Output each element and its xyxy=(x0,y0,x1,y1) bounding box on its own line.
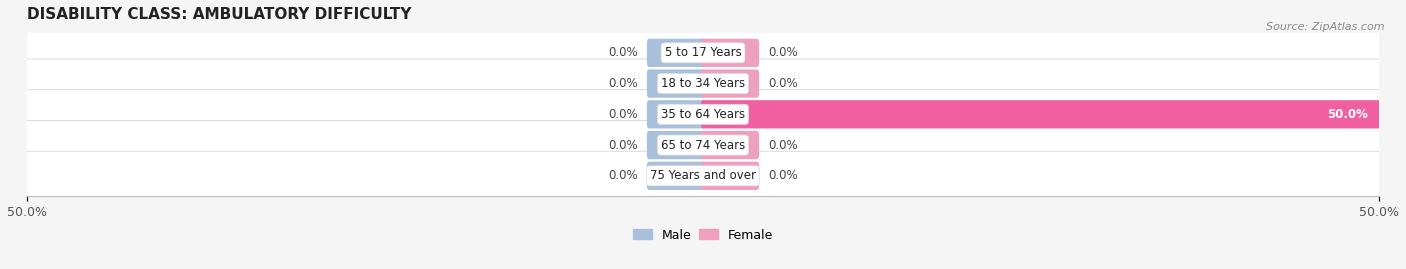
FancyBboxPatch shape xyxy=(702,131,759,159)
FancyBboxPatch shape xyxy=(647,162,704,190)
FancyBboxPatch shape xyxy=(702,69,759,98)
Text: 0.0%: 0.0% xyxy=(609,108,638,121)
Text: 18 to 34 Years: 18 to 34 Years xyxy=(661,77,745,90)
Text: 65 to 74 Years: 65 to 74 Years xyxy=(661,139,745,151)
FancyBboxPatch shape xyxy=(22,90,1384,139)
FancyBboxPatch shape xyxy=(647,69,704,98)
FancyBboxPatch shape xyxy=(702,100,1381,129)
FancyBboxPatch shape xyxy=(702,162,759,190)
Text: 0.0%: 0.0% xyxy=(768,169,797,182)
FancyBboxPatch shape xyxy=(22,121,1384,170)
Text: 0.0%: 0.0% xyxy=(609,46,638,59)
Text: 0.0%: 0.0% xyxy=(609,77,638,90)
FancyBboxPatch shape xyxy=(22,151,1384,200)
Text: 0.0%: 0.0% xyxy=(609,169,638,182)
Text: 0.0%: 0.0% xyxy=(609,139,638,151)
Text: 5 to 17 Years: 5 to 17 Years xyxy=(665,46,741,59)
FancyBboxPatch shape xyxy=(22,59,1384,108)
Text: 0.0%: 0.0% xyxy=(768,77,797,90)
Text: DISABILITY CLASS: AMBULATORY DIFFICULTY: DISABILITY CLASS: AMBULATORY DIFFICULTY xyxy=(27,7,412,22)
FancyBboxPatch shape xyxy=(702,39,759,67)
Text: 0.0%: 0.0% xyxy=(768,139,797,151)
Text: 50.0%: 50.0% xyxy=(1327,108,1368,121)
FancyBboxPatch shape xyxy=(22,28,1384,77)
Text: 35 to 64 Years: 35 to 64 Years xyxy=(661,108,745,121)
FancyBboxPatch shape xyxy=(647,100,704,129)
FancyBboxPatch shape xyxy=(647,131,704,159)
Text: 0.0%: 0.0% xyxy=(768,46,797,59)
Text: 75 Years and over: 75 Years and over xyxy=(650,169,756,182)
Legend: Male, Female: Male, Female xyxy=(628,224,778,247)
Text: Source: ZipAtlas.com: Source: ZipAtlas.com xyxy=(1267,22,1385,31)
FancyBboxPatch shape xyxy=(647,39,704,67)
